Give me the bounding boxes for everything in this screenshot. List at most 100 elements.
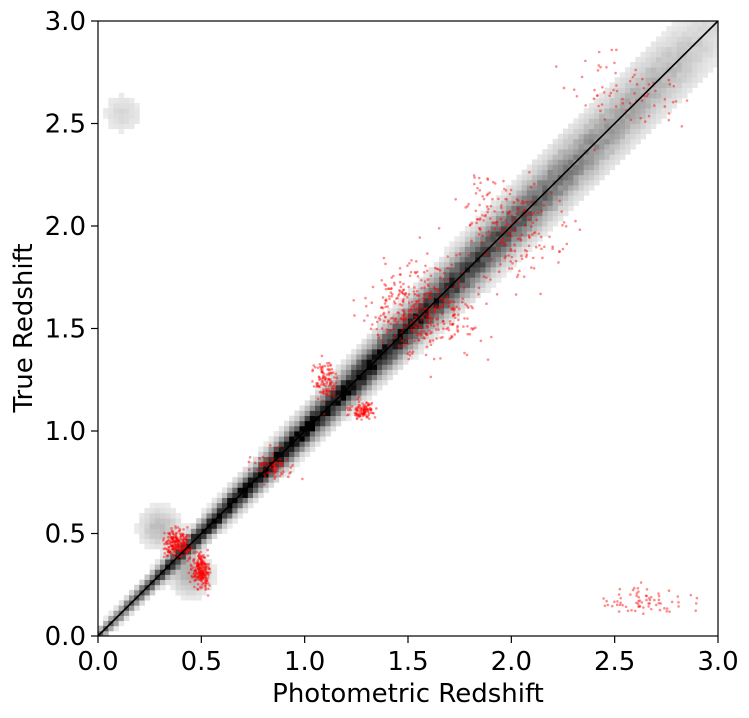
density-cell: [702, 67, 709, 73]
density-cell: [154, 579, 161, 586]
outlier-point: [481, 195, 485, 198]
outlier-point: [489, 204, 493, 208]
density-cell: [542, 164, 548, 171]
outlier-point: [205, 578, 208, 581]
density-cell: [299, 415, 306, 422]
outlier-point: [456, 326, 459, 329]
outlier-point: [442, 319, 445, 323]
density-cell: [511, 195, 517, 201]
outlier-point: [174, 540, 178, 544]
outlier-point: [180, 548, 183, 552]
outlier-point: [363, 403, 366, 407]
outlier-point: [311, 380, 314, 383]
outlier-point: [417, 294, 421, 297]
outlier-point: [204, 568, 208, 572]
density-cell: [676, 82, 683, 89]
density-cell: [433, 302, 440, 309]
density-cell: [568, 190, 574, 196]
outlier-point: [371, 411, 375, 415]
density-cell: [356, 400, 362, 406]
density-cell: [433, 318, 440, 324]
density-cell: [671, 87, 678, 94]
density-cell: [392, 364, 399, 370]
outlier-point: [516, 237, 520, 241]
density-cell: [573, 123, 579, 130]
outlier-point: [478, 228, 482, 232]
density-cell: [661, 92, 667, 99]
density-cell: [284, 472, 290, 478]
outlier-point: [199, 563, 203, 566]
density-cell: [289, 431, 295, 437]
density-cell: [552, 164, 559, 171]
density-cell: [619, 82, 626, 89]
density-cell: [702, 56, 709, 63]
outlier-point: [402, 322, 405, 326]
density-cell: [681, 56, 688, 63]
density-cell: [537, 185, 543, 191]
density-cell: [346, 405, 352, 411]
outlier-point: [202, 574, 205, 577]
density-cell: [278, 441, 285, 447]
outlier-point: [167, 545, 171, 549]
outlier-point: [654, 89, 657, 93]
density-cell: [180, 595, 187, 601]
density-cell: [495, 210, 502, 217]
density-cell: [294, 415, 300, 422]
outlier-point: [403, 292, 407, 296]
outlier-point: [475, 221, 478, 225]
density-cell: [278, 446, 285, 452]
density-cell: [656, 62, 662, 68]
density-cell: [170, 574, 176, 581]
density-cell: [516, 241, 523, 247]
outlier-point: [188, 548, 191, 552]
outlier-point: [392, 274, 395, 278]
density-cell: [371, 328, 378, 335]
outlier-point: [275, 467, 278, 471]
density-cell: [547, 220, 554, 227]
density-cell: [165, 533, 171, 540]
outlier-point: [509, 260, 513, 263]
outlier-point: [181, 533, 185, 537]
outlier-point: [517, 207, 520, 211]
density-cell: [568, 200, 574, 206]
density-cell: [645, 118, 652, 124]
outlier-point: [247, 468, 251, 471]
outlier-point: [196, 588, 200, 592]
density-cell: [640, 108, 647, 114]
density-cell: [253, 461, 259, 468]
density-cell: [444, 318, 450, 324]
outlier-point: [365, 407, 369, 411]
density-cell: [216, 518, 223, 524]
density-cell: [666, 82, 672, 89]
outlier-point: [389, 316, 393, 320]
outlier-point: [502, 187, 506, 191]
outlier-point: [433, 307, 437, 311]
outlier-point: [201, 576, 204, 580]
outlier-point: [504, 189, 508, 192]
density-cell: [113, 103, 120, 109]
density-cell: [439, 318, 445, 324]
density-cell: [237, 487, 244, 493]
density-cell: [397, 354, 404, 360]
density-cell: [216, 497, 223, 504]
outlier-point: [174, 532, 178, 535]
density-cell: [614, 82, 621, 89]
outlier-point: [424, 353, 428, 357]
outlier-point: [195, 564, 199, 568]
density-cell: [511, 256, 517, 263]
density-cell: [573, 195, 579, 201]
density-cell: [707, 67, 714, 73]
outlier-point: [383, 315, 387, 319]
density-cell: [201, 564, 207, 570]
density-cell: [185, 548, 192, 555]
outlier-point: [322, 388, 325, 391]
density-cell: [191, 569, 197, 575]
outlier-point: [191, 575, 194, 579]
density-cell: [697, 21, 703, 27]
density-cell: [588, 164, 595, 171]
density-cell: [697, 41, 703, 48]
density-cell: [439, 272, 445, 278]
density-cell: [604, 144, 610, 150]
density-cell: [681, 26, 688, 32]
density-cell: [289, 425, 295, 432]
